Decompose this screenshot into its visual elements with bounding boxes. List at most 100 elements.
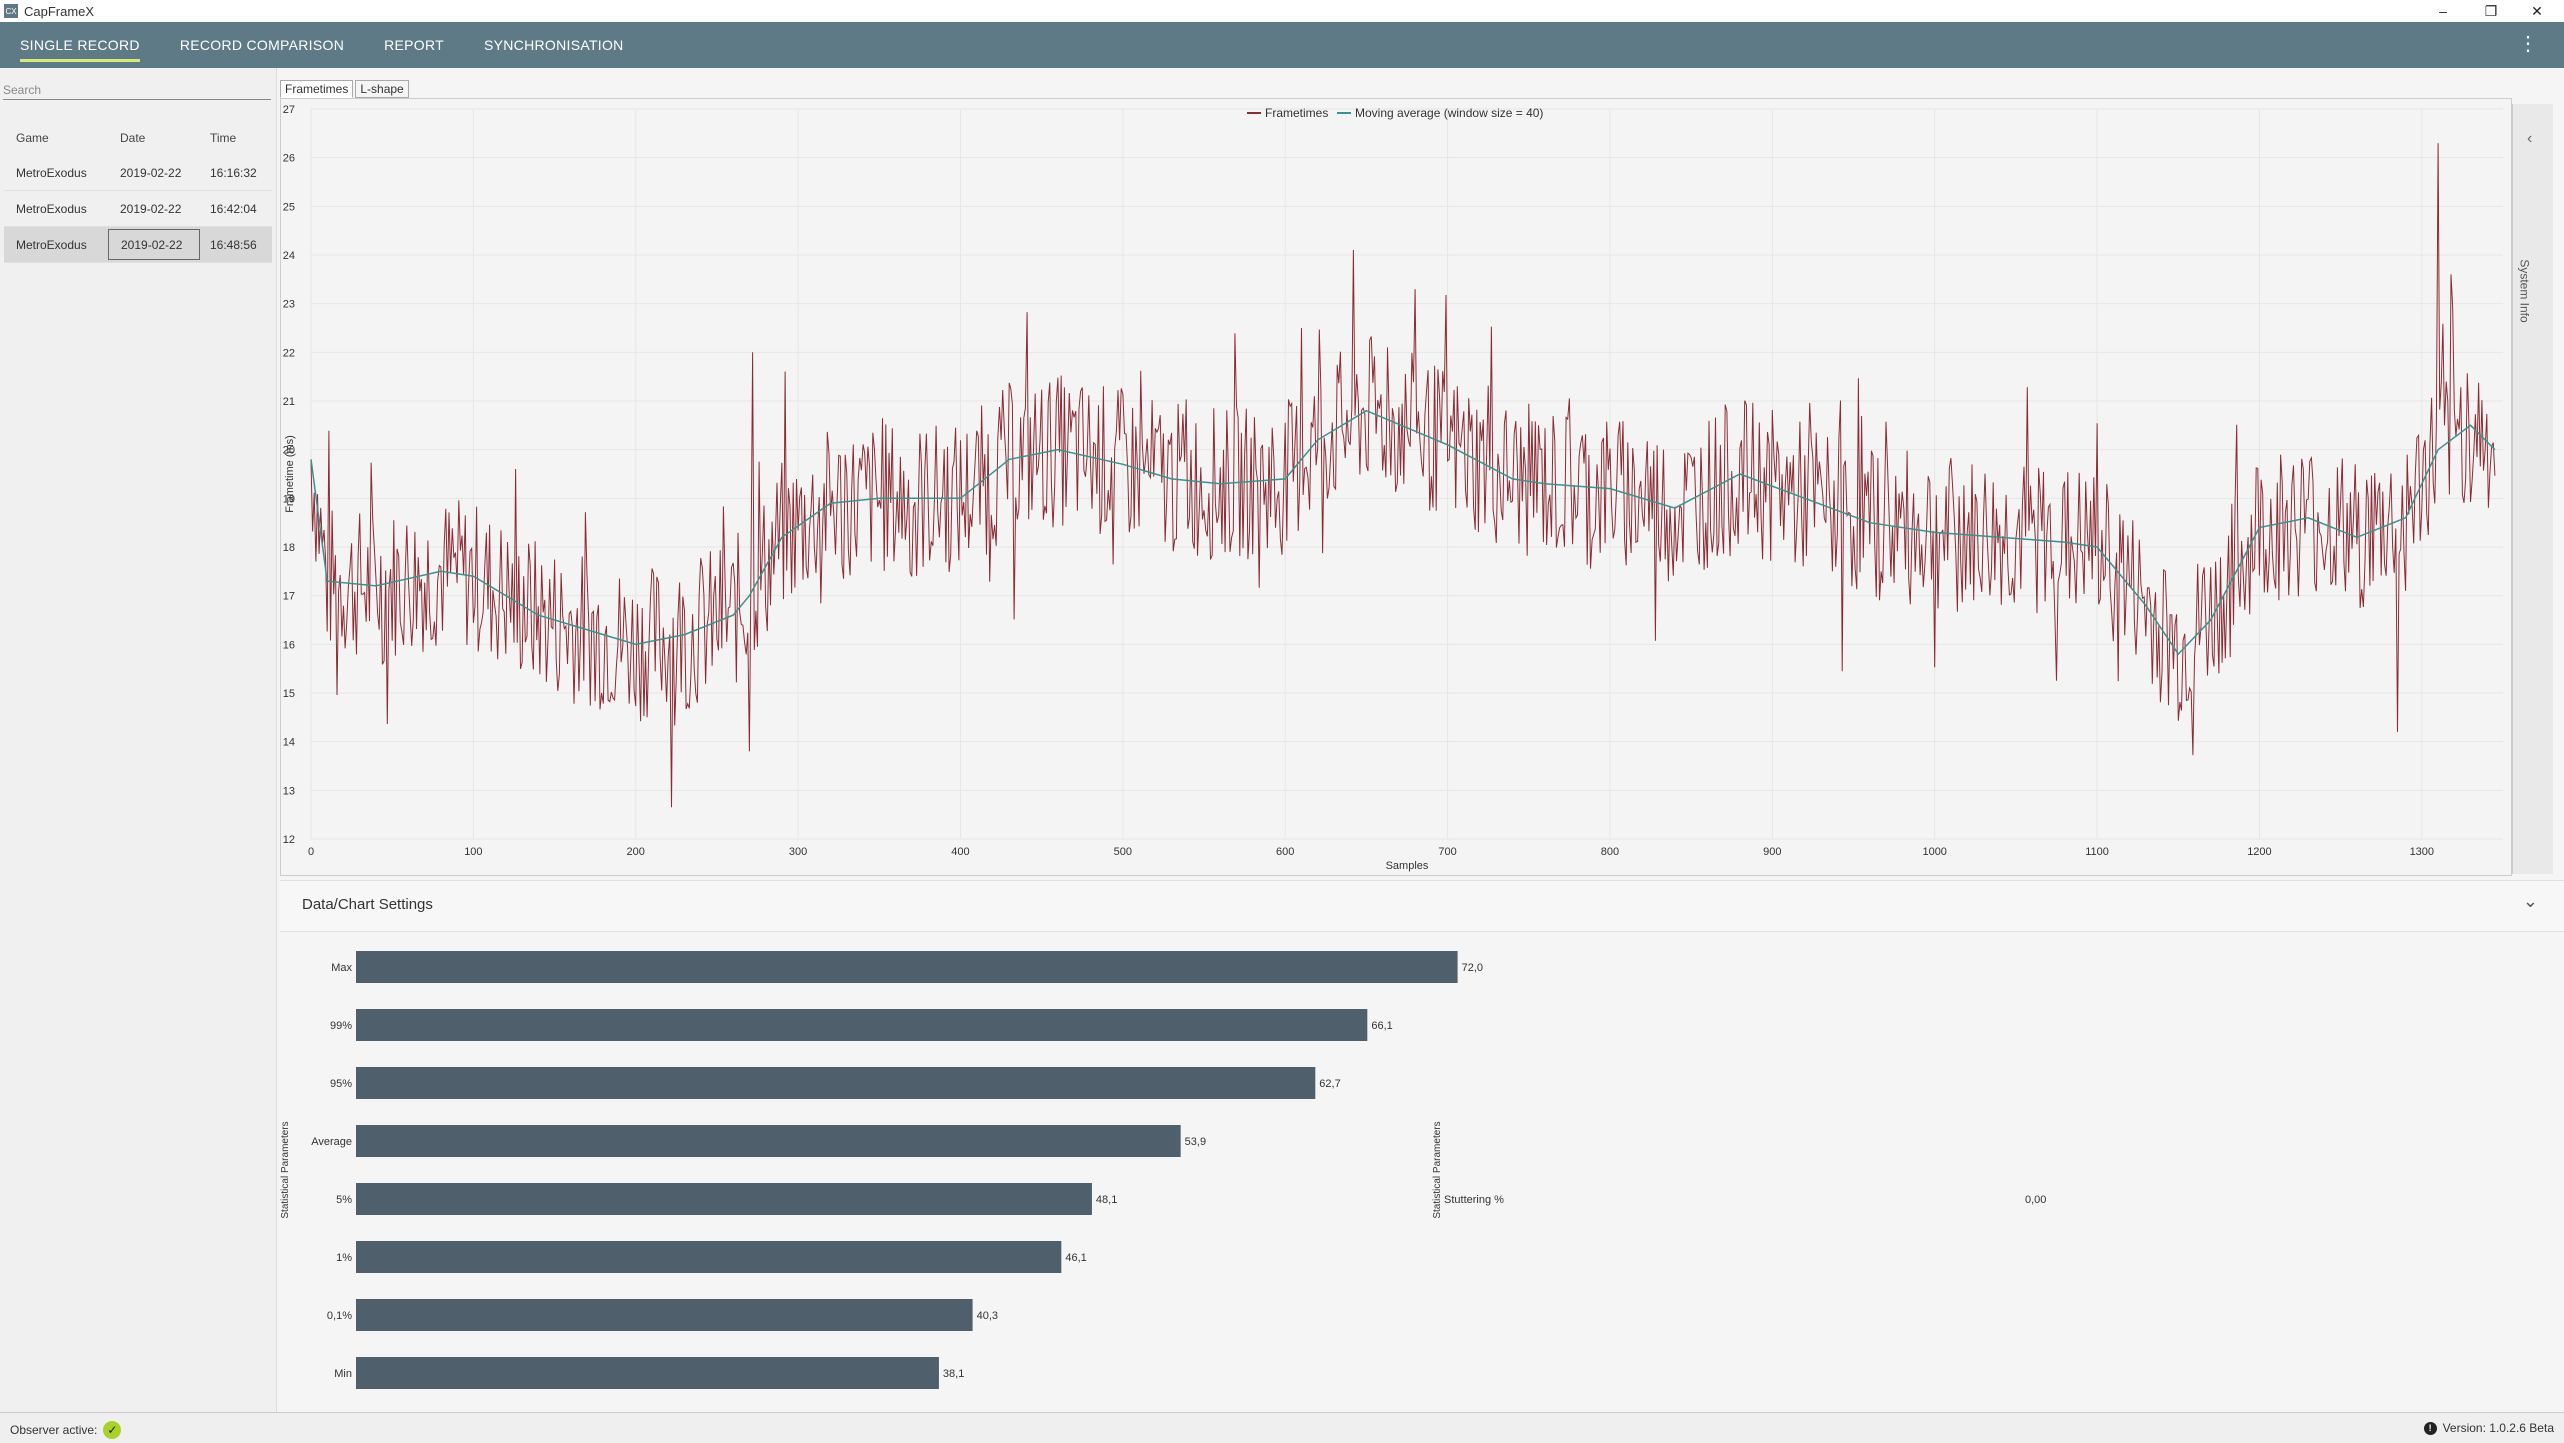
legend-label-moving-average: Moving average (window size = 40) — [1355, 106, 1543, 120]
record-table: Game Date Time MetroExodus 2019-02-22 16… — [4, 120, 272, 263]
x-tick-label: 700 — [1438, 846, 1456, 858]
y-tick-label: 18 — [283, 542, 295, 554]
minimize-button[interactable]: – — [2439, 3, 2447, 19]
x-tick-label: 1200 — [2247, 846, 2271, 858]
search-input[interactable]: Search — [3, 78, 271, 100]
y-tick-label: 23 — [283, 299, 295, 311]
system-info-panel[interactable]: ‹ System Info — [2512, 104, 2553, 874]
y-tick-label: 25 — [283, 201, 295, 213]
info-icon: ! — [2423, 1421, 2437, 1435]
frametime-chart-panel: 0 100 200 300 400 500 600 700 800 900 1000 1100 1200… — [280, 98, 2512, 876]
y-tick-label: 17 — [283, 591, 295, 603]
observer-status: Observer active: ✓ — [10, 1421, 122, 1439]
close-button[interactable]: ✕ — [2531, 2, 2543, 19]
bar — [356, 1125, 1181, 1157]
y-tick-label: 16 — [283, 639, 295, 651]
bar-value-label: 38,1 — [943, 1368, 964, 1380]
y-tick-label: 21 — [283, 396, 295, 408]
tab-synchronisation[interactable]: SYNCHRONISATION — [484, 37, 624, 53]
observer-label: Observer active: — [10, 1423, 98, 1437]
restore-button[interactable]: ❐ — [2484, 2, 2498, 19]
series-line-frametimes — [310, 143, 2496, 808]
table-row[interactable]: MetroExodus 2019-02-22 16:16:32 — [4, 155, 272, 191]
table-row-selected[interactable]: MetroExodus 2019-02-22 16:48:56 — [4, 227, 272, 263]
y-axis-label: Statistical Parameters — [1432, 1121, 1443, 1218]
bar-category-label: 5% — [336, 1194, 352, 1206]
bar-category-label: 95% — [330, 1078, 352, 1090]
x-tick-label: 400 — [951, 846, 969, 858]
tab-report[interactable]: REPORT — [384, 37, 444, 53]
y-tick-label: 26 — [283, 153, 295, 165]
system-info-label: System Info — [2517, 259, 2532, 323]
bar-category-label: Max — [331, 962, 352, 974]
more-menu-icon[interactable]: ⋮ — [2518, 33, 2538, 55]
tab-single-record[interactable]: SINGLE RECORD — [0, 22, 160, 68]
record-game: MetroExodus — [16, 237, 87, 252]
bar-value-label: 53,9 — [1185, 1136, 1206, 1148]
version-label: Version: 1.0.2.6 Beta — [2442, 1421, 2554, 1435]
version-info: ! Version: 1.0.2.6 Beta — [2423, 1421, 2554, 1435]
status-bar: Observer active: ✓ ! Version: 1.0.2.6 Be… — [0, 1412, 2564, 1443]
x-tick-label: 1000 — [1922, 846, 1946, 858]
tab-frametimes[interactable]: Frametimes — [280, 80, 354, 98]
bar — [356, 951, 1458, 983]
record-game: MetroExodus — [16, 201, 87, 216]
column-header-time[interactable]: Time — [210, 130, 237, 145]
bar-value-label: 66,1 — [1371, 1020, 1392, 1032]
bar — [356, 1299, 973, 1331]
chart-legend: Frametimes Moving average (window size = … — [1247, 106, 1543, 120]
x-tick-label: 800 — [1601, 846, 1619, 858]
bar-value-label: 40,3 — [977, 1310, 998, 1322]
series-line-moving-average — [310, 409, 2496, 656]
check-icon: ✓ — [103, 1421, 122, 1439]
chart-tabs: Frametimes L-shape — [280, 80, 411, 98]
chevron-left-icon[interactable]: ‹ — [2527, 130, 2533, 147]
y-tick-label: 20 — [283, 445, 295, 457]
x-axis-label: Samples — [1386, 860, 1429, 872]
app-icon: CX — [4, 4, 18, 18]
tab-l-shape[interactable]: L-shape — [355, 80, 409, 98]
record-date[interactable]: 2019-02-22 — [108, 229, 200, 260]
x-tick-label: 0 — [308, 846, 314, 858]
y-tick-label: 14 — [283, 737, 295, 749]
column-header-date[interactable]: Date — [120, 130, 146, 145]
y-tick-label: 24 — [283, 250, 295, 262]
bar-category-label: Min — [334, 1368, 352, 1380]
bar — [356, 1357, 939, 1389]
title-bar: CX CapFrameX – ❐ ✕ — [0, 0, 2564, 22]
column-header-game[interactable]: Game — [16, 130, 49, 145]
record-game: MetroExodus — [16, 165, 87, 180]
x-tick-label: 1300 — [2410, 846, 2434, 858]
y-axis-label: Statistical Parameters — [280, 1121, 291, 1218]
record-date: 2019-02-22 — [120, 165, 182, 180]
bar-category-label: Average — [311, 1136, 352, 1148]
record-sidebar: Search Game Date Time MetroExodus 2019-0… — [0, 68, 277, 1412]
y-tick-label: 15 — [283, 688, 295, 700]
record-time: 16:48:56 — [210, 237, 257, 252]
y-axis-label: Frametime (ms) — [284, 435, 296, 513]
record-table-header: Game Date Time — [4, 120, 272, 155]
statistics-chart: Max 72,0 99% 66,1 95% 62,7 Average 53,9 5% 48,1 1%… — [280, 951, 2046, 1389]
y-tick-label: 27 — [283, 104, 295, 116]
bar — [356, 1067, 1316, 1099]
legend-label-frametimes: Frametimes — [1265, 106, 1328, 120]
bar-value-label: 0,00 — [2025, 1194, 2046, 1206]
bar-value-label: 62,7 — [1319, 1078, 1340, 1090]
record-date: 2019-02-22 — [120, 201, 182, 216]
bar-category-label: 1% — [336, 1252, 352, 1264]
chevron-down-icon[interactable]: ⌄ — [2522, 891, 2538, 911]
record-time: 16:42:04 — [210, 201, 257, 216]
x-tick-label: 1100 — [2085, 846, 2109, 858]
bar-value-label: 48,1 — [1096, 1194, 1117, 1206]
bar-value-label: 46,1 — [1065, 1252, 1086, 1264]
bar-value-label: 72,0 — [1462, 962, 1483, 974]
bar-category-label: 99% — [330, 1020, 352, 1032]
chart-settings-expander[interactable]: Data/Chart Settings ⌄ — [280, 880, 2564, 932]
table-row[interactable]: MetroExodus 2019-02-22 16:42:04 — [4, 191, 272, 227]
frametime-chart[interactable]: 0 100 200 300 400 500 600 700 800 900 1000 1100 1200… — [281, 99, 2513, 877]
y-tick-label: 12 — [283, 834, 295, 846]
y-tick-label: 19 — [283, 493, 295, 505]
window-title: CapFrameX — [24, 3, 95, 19]
x-tick-label: 300 — [789, 846, 807, 858]
tab-record-comparison[interactable]: RECORD COMPARISON — [179, 37, 345, 53]
